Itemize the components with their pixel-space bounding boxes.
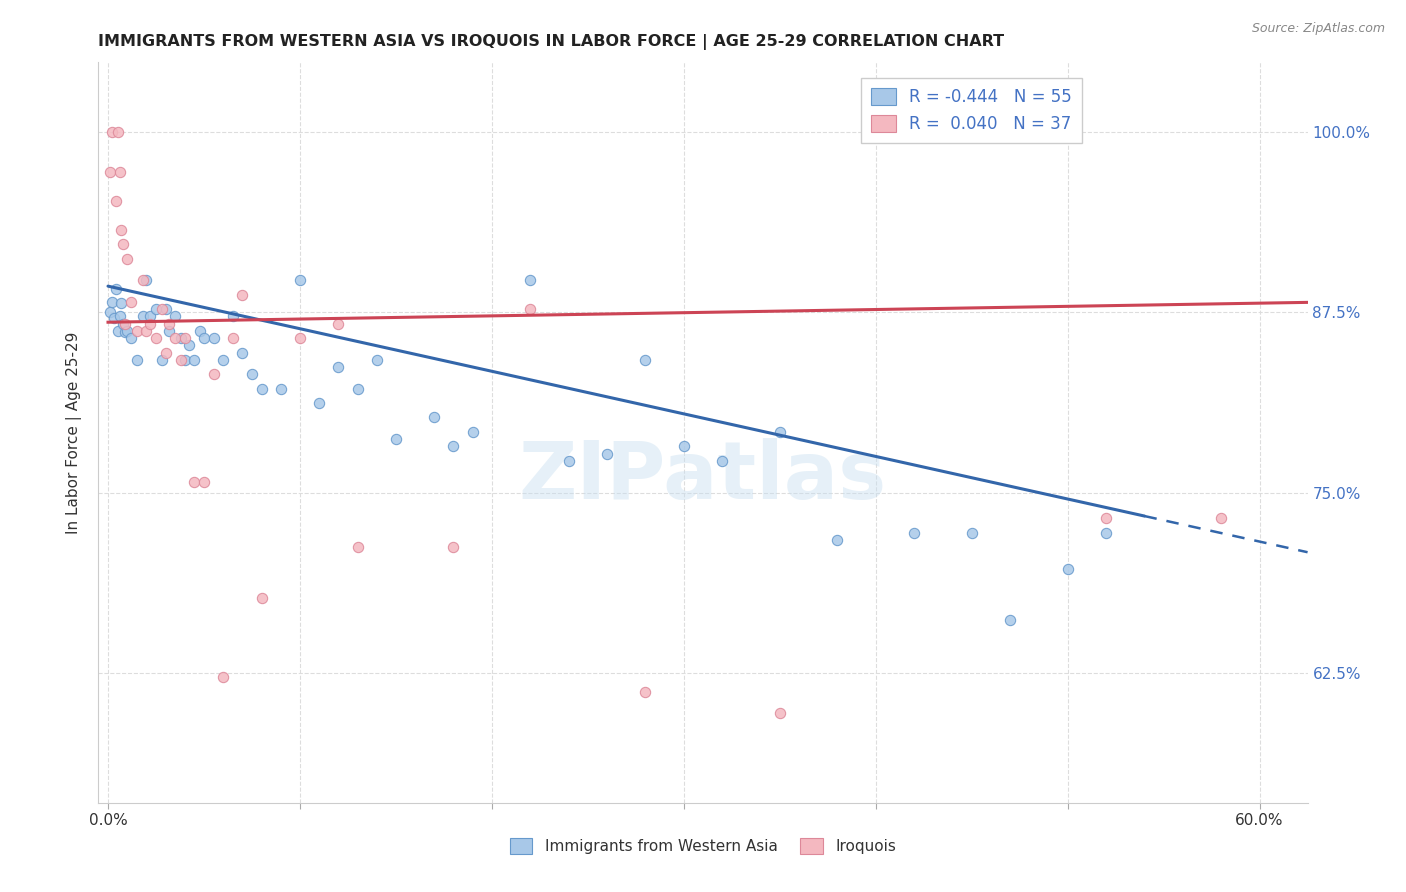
Point xyxy=(104,194,127,208)
Point xyxy=(131,310,153,324)
Point xyxy=(173,331,195,345)
Point xyxy=(112,317,135,331)
Point xyxy=(188,324,211,338)
Point xyxy=(222,310,245,324)
Point xyxy=(250,591,273,605)
Point xyxy=(288,273,311,287)
Point xyxy=(139,310,162,324)
Point xyxy=(193,475,215,490)
Point xyxy=(110,296,132,310)
Point xyxy=(145,302,167,317)
Point xyxy=(1095,525,1118,540)
Point xyxy=(231,287,253,301)
Point xyxy=(960,525,983,540)
Point xyxy=(98,305,121,319)
Point xyxy=(1095,511,1118,525)
Point xyxy=(461,425,484,439)
Point xyxy=(150,352,173,367)
Point xyxy=(107,125,129,139)
Point xyxy=(212,670,235,684)
Point xyxy=(193,331,215,345)
Point xyxy=(202,367,225,381)
Point xyxy=(672,439,695,453)
Point xyxy=(115,252,138,266)
Point xyxy=(346,382,368,396)
Point xyxy=(423,410,446,425)
Point xyxy=(155,345,177,359)
Point xyxy=(170,352,193,367)
Point xyxy=(1056,562,1078,576)
Point xyxy=(98,165,121,179)
Point xyxy=(170,331,193,345)
Point xyxy=(101,125,124,139)
Legend: Immigrants from Western Asia, Iroquois: Immigrants from Western Asia, Iroquois xyxy=(502,830,904,862)
Point xyxy=(769,706,792,721)
Point xyxy=(769,425,792,439)
Point xyxy=(173,352,195,367)
Point xyxy=(346,541,368,555)
Text: ZIPatlas: ZIPatlas xyxy=(519,438,887,516)
Point xyxy=(165,331,187,345)
Point xyxy=(270,382,292,396)
Point xyxy=(177,338,200,352)
Point xyxy=(385,432,408,446)
Point xyxy=(104,282,127,296)
Point xyxy=(112,237,135,252)
Text: IMMIGRANTS FROM WESTERN ASIA VS IROQUOIS IN LABOR FORCE | AGE 25-29 CORRELATION : IMMIGRANTS FROM WESTERN ASIA VS IROQUOIS… xyxy=(98,34,1004,50)
Point xyxy=(1211,511,1233,525)
Point xyxy=(183,352,205,367)
Point xyxy=(131,273,153,287)
Point xyxy=(110,223,132,237)
Point xyxy=(240,367,263,381)
Point xyxy=(120,295,142,310)
Point xyxy=(557,454,579,468)
Point xyxy=(366,352,388,367)
Point xyxy=(596,446,619,460)
Point xyxy=(159,324,181,338)
Point xyxy=(903,525,925,540)
Point xyxy=(250,382,273,396)
Point xyxy=(120,331,142,345)
Point xyxy=(125,324,148,338)
Point xyxy=(183,475,205,490)
Point xyxy=(135,273,157,287)
Point xyxy=(231,345,253,359)
Point xyxy=(101,295,124,310)
Point xyxy=(222,331,245,345)
Point xyxy=(443,541,465,555)
Point xyxy=(103,310,125,325)
Point xyxy=(212,352,235,367)
Point xyxy=(108,165,131,179)
Point xyxy=(135,324,157,338)
Point xyxy=(519,273,541,287)
Point xyxy=(634,352,657,367)
Point xyxy=(159,317,181,331)
Point xyxy=(202,331,225,345)
Point xyxy=(115,324,138,338)
Point xyxy=(150,302,173,317)
Point xyxy=(125,352,148,367)
Point xyxy=(519,302,541,317)
Point xyxy=(145,331,167,345)
Y-axis label: In Labor Force | Age 25-29: In Labor Force | Age 25-29 xyxy=(66,332,83,533)
Point xyxy=(308,396,330,410)
Point xyxy=(443,439,465,453)
Point xyxy=(155,302,177,317)
Point xyxy=(114,326,136,340)
Point xyxy=(328,359,350,374)
Point xyxy=(107,324,129,338)
Text: Source: ZipAtlas.com: Source: ZipAtlas.com xyxy=(1251,22,1385,36)
Point xyxy=(139,317,162,331)
Point xyxy=(114,317,136,331)
Point xyxy=(634,684,657,698)
Point xyxy=(288,331,311,345)
Point xyxy=(165,310,187,324)
Point xyxy=(108,310,131,324)
Point xyxy=(711,454,734,468)
Point xyxy=(827,533,849,548)
Point xyxy=(998,613,1021,627)
Point xyxy=(328,317,350,331)
